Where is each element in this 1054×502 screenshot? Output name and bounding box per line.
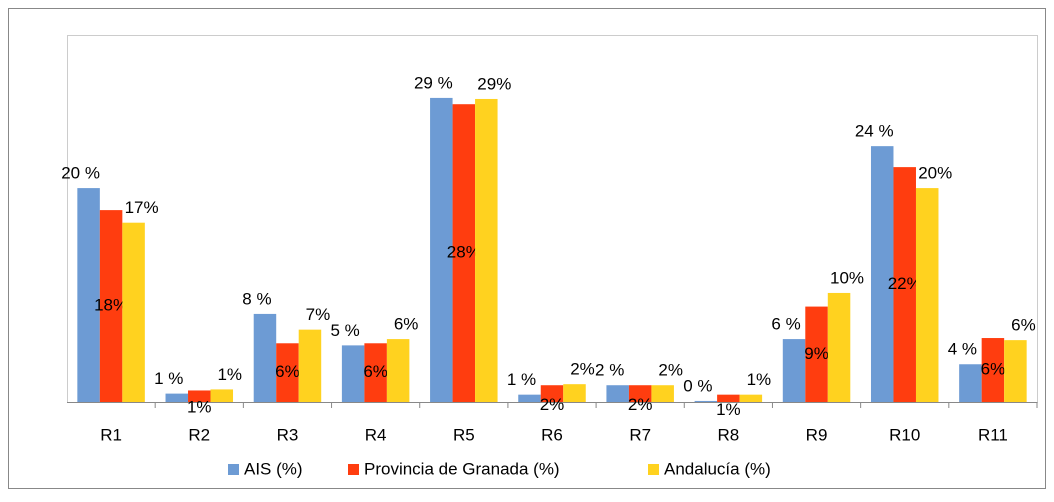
- bar: [628, 385, 652, 402]
- bar: [364, 343, 387, 402]
- value-label: 17%: [125, 198, 159, 217]
- value-label: 24 %: [855, 122, 894, 141]
- x-tick-label: R6: [541, 425, 563, 444]
- bar: [739, 394, 763, 402]
- value-label: 1%: [187, 398, 212, 417]
- value-label: 5 %: [330, 321, 359, 340]
- value-label: 29%: [477, 74, 511, 93]
- value-label: 1 %: [507, 370, 536, 389]
- x-tick-label: R10: [889, 425, 920, 444]
- x-tick-label: R9: [806, 425, 828, 444]
- bar: [563, 384, 586, 402]
- bar: [77, 188, 100, 402]
- bar: [606, 385, 629, 402]
- bar: [827, 292, 851, 402]
- x-tick-label: R11: [978, 425, 1008, 444]
- legend-label: Andalucía (%): [664, 459, 771, 478]
- value-label: 6%: [275, 362, 300, 381]
- value-label: 6%: [363, 362, 388, 381]
- value-label: 2%: [540, 395, 565, 414]
- value-label: 8 %: [242, 289, 271, 308]
- value-label: 20%: [918, 164, 952, 183]
- value-label: 6%: [981, 360, 1006, 379]
- bar: [959, 364, 982, 402]
- bar: [717, 394, 740, 402]
- value-label: 0 %: [683, 376, 712, 395]
- bar: [386, 339, 410, 402]
- value-label: 22%: [888, 274, 922, 293]
- value-label: 28%: [447, 243, 481, 262]
- bar: [870, 146, 894, 402]
- legend-label: AIS (%): [244, 459, 303, 478]
- value-label: 1 %: [154, 369, 183, 388]
- bar: [694, 400, 718, 402]
- bar: [915, 188, 939, 402]
- bar: [210, 389, 234, 402]
- value-label: 6%: [394, 315, 419, 334]
- bar: [518, 394, 541, 402]
- bar: [122, 222, 145, 402]
- bar: [651, 385, 674, 402]
- bar: [276, 343, 299, 402]
- x-tick-label: R1: [100, 425, 122, 444]
- bar: [805, 306, 828, 402]
- legend-swatch: [228, 464, 239, 475]
- x-tick-label: R3: [277, 425, 299, 444]
- bar: [188, 390, 211, 402]
- bar: [298, 329, 322, 402]
- value-label: 1%: [747, 370, 772, 389]
- value-label: 2%: [658, 361, 683, 380]
- value-label: 18%: [94, 296, 128, 315]
- value-label: 7%: [306, 305, 331, 324]
- bar: [430, 97, 453, 403]
- value-label: 10%: [830, 268, 864, 287]
- value-label: 2 %: [595, 361, 624, 380]
- value-label: 1%: [217, 365, 242, 384]
- bar: [540, 385, 564, 402]
- bar: [341, 345, 365, 402]
- bar: [99, 210, 123, 402]
- value-label: 20 %: [61, 164, 100, 183]
- bar: [893, 167, 916, 402]
- bar: [475, 98, 498, 402]
- value-label: 2%: [628, 395, 653, 414]
- legend-swatch: [348, 464, 359, 475]
- legend-swatch: [648, 464, 659, 475]
- x-tick-label: R4: [365, 425, 387, 444]
- bar: [165, 393, 189, 402]
- bar: [1004, 340, 1027, 402]
- bar: [452, 104, 476, 402]
- value-label: 6%: [1011, 316, 1036, 335]
- value-label: 29 %: [414, 73, 453, 92]
- value-label: 1%: [716, 400, 741, 419]
- bar: [253, 313, 277, 402]
- x-tick-label: R7: [629, 425, 651, 444]
- x-tick-label: R8: [717, 425, 739, 444]
- value-label: 4 %: [948, 340, 977, 359]
- legend-label: Provincia de Granada (%): [364, 459, 560, 478]
- bar: [981, 338, 1005, 402]
- x-tick-label: R5: [453, 425, 475, 444]
- bar: [782, 339, 806, 402]
- value-label: 2%: [570, 360, 595, 379]
- value-label: 6 %: [771, 315, 800, 334]
- x-tick-label: R2: [188, 425, 210, 444]
- value-label: 9%: [804, 344, 829, 363]
